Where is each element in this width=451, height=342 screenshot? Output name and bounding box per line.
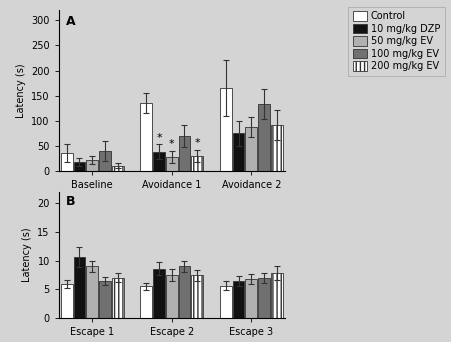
Bar [111,278,123,318]
Bar [166,157,177,171]
Text: *: * [194,139,200,148]
Bar [86,266,98,318]
Bar [140,287,152,318]
Bar [61,154,73,171]
Bar [74,257,85,318]
Bar [232,133,244,171]
Bar [61,284,73,318]
Bar [245,127,257,171]
Bar [245,279,257,318]
Bar [153,152,165,171]
Bar [270,125,282,171]
Bar [153,268,165,318]
Bar [232,281,244,318]
Bar [178,266,190,318]
Bar [258,104,269,171]
Bar [86,160,98,171]
Bar [258,278,269,318]
Bar [220,286,231,318]
Bar [220,88,231,171]
Text: A: A [65,15,75,28]
Bar [111,166,123,171]
Y-axis label: Latency (s): Latency (s) [22,227,32,282]
Bar [74,162,85,171]
Bar [270,273,282,318]
Bar [99,281,110,318]
Bar [166,275,177,318]
Bar [191,276,202,318]
Bar [178,136,190,171]
Text: B: B [65,195,75,208]
Bar [99,151,110,171]
Text: *: * [156,133,161,143]
Legend: Control, 10 mg/kg DZP, 50 mg/kg EV, 100 mg/kg EV, 200 mg/kg EV: Control, 10 mg/kg DZP, 50 mg/kg EV, 100 … [348,6,444,76]
Y-axis label: Latency (s): Latency (s) [15,63,26,118]
Bar [191,156,202,171]
Text: *: * [169,140,174,149]
Bar [140,103,152,171]
